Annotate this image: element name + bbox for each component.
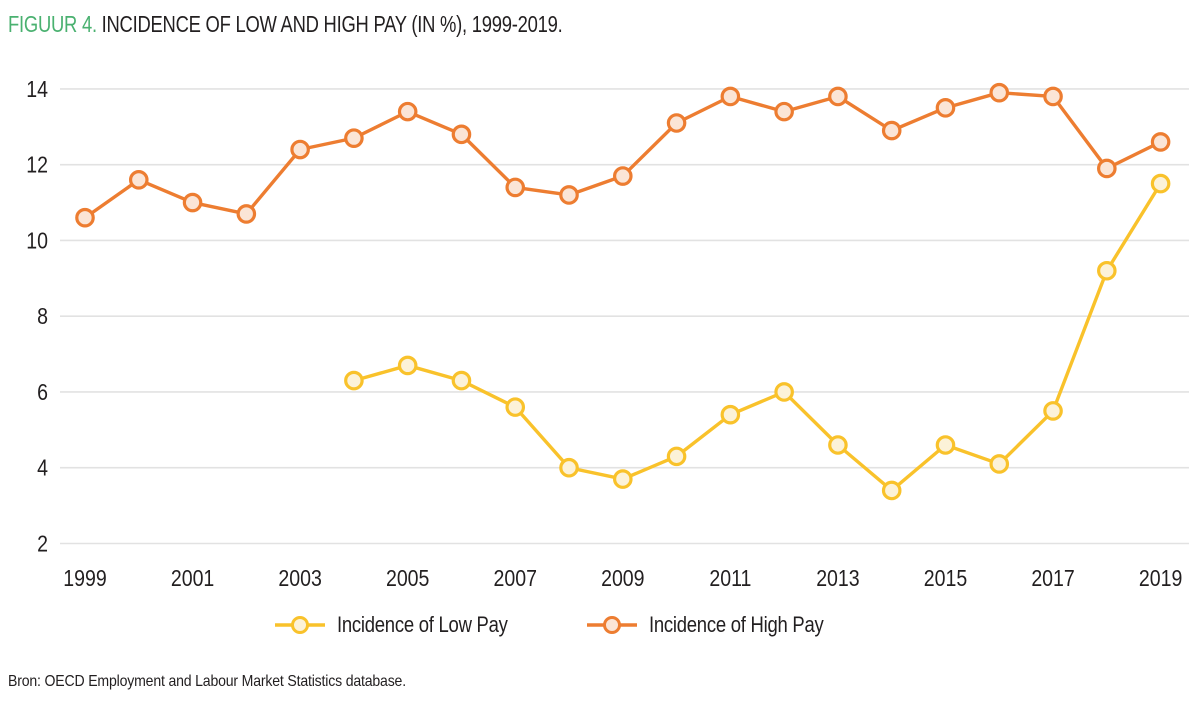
incidence-of-high-pay-marker — [989, 82, 1010, 103]
figure-label: FIGUUR 4. — [8, 11, 97, 37]
incidence-of-high-pay-marker — [1097, 158, 1117, 179]
x-tick-label: 2001 — [171, 566, 214, 592]
incidence-of-high-pay-marker — [1043, 86, 1063, 107]
x-tick-label: 2017 — [1031, 566, 1074, 592]
incidence-of-high-pay-marker — [344, 128, 364, 148]
incidence-of-low-pay-marker — [612, 469, 633, 489]
incidence-of-low-pay-marker — [559, 457, 579, 478]
x-tick-label: 2005 — [386, 566, 429, 592]
y-tick-label: 6 — [37, 379, 48, 405]
incidence-of-low-pay-marker — [1150, 173, 1171, 194]
incidence-of-high-pay-marker — [128, 170, 149, 190]
legend-item-low-pay: Incidence of Low Pay — [274, 612, 540, 638]
incidence-of-low-pay-marker — [935, 435, 956, 455]
x-tick-label: 2013 — [816, 566, 859, 592]
incidence-of-high-pay-marker — [720, 86, 741, 107]
y-tick-label: 8 — [37, 304, 48, 330]
x-tick-label: 1999 — [63, 566, 106, 592]
y-tick-label: 4 — [37, 455, 48, 481]
incidence-of-high-pay-marker — [881, 120, 902, 141]
legend-label-low-pay: Incidence of Low Pay — [336, 612, 508, 637]
incidence-of-low-pay-marker — [1043, 401, 1063, 421]
x-tick-label: 2019 — [1139, 566, 1182, 592]
incidence-of-high-pay-marker — [75, 207, 95, 228]
x-tick-label: 2015 — [924, 566, 967, 592]
incidence-of-low-pay-marker — [828, 435, 848, 455]
incidence-of-high-pay-marker — [451, 124, 472, 145]
chart-legend: Incidence of Low Pay Incidence of High P… — [0, 612, 1130, 638]
incidence-of-high-pay-marker — [828, 86, 848, 107]
incidence-of-low-pay-marker — [720, 404, 741, 425]
incidence-of-high-pay-marker — [1150, 132, 1171, 152]
high-pay-legend-marker-icon — [586, 616, 637, 634]
y-tick-label: 14 — [26, 76, 48, 102]
incidence-of-high-pay-marker — [666, 113, 687, 133]
incidence-of-high-pay-marker — [236, 204, 257, 224]
incidence-of-low-pay-marker — [666, 446, 687, 467]
x-tick-label: 2003 — [278, 566, 321, 592]
line-chart: 2 4 6 8 10 12 14 1999 2001 2003 2005 2007 2009 2011 20… — [26, 76, 1189, 592]
incidence-of-high-pay-marker — [397, 101, 418, 122]
legend-item-high-pay: Incidence of High Pay — [586, 612, 857, 638]
x-tick-label: 2007 — [494, 566, 537, 592]
incidence-of-low-pay-line — [352, 181, 1163, 493]
y-tick-label: 12 — [26, 152, 48, 178]
x-tick-label: 2011 — [709, 566, 751, 592]
incidence-of-low-pay-marker — [774, 382, 794, 402]
legend-label-high-pay: Incidence of High Pay — [648, 612, 824, 637]
incidence-of-low-pay-marker — [881, 480, 902, 501]
source-note: Bron: OECD Employment and Labour Market … — [8, 673, 406, 690]
incidence-of-high-pay-marker — [559, 185, 579, 205]
low-pay-legend-marker-icon — [274, 616, 325, 634]
figure-title-text: INCIDENCE OF LOW AND HIGH PAY (IN %), 19… — [101, 11, 563, 37]
incidence-of-high-pay-marker — [774, 101, 794, 122]
incidence-of-low-pay-marker — [989, 454, 1010, 474]
incidence-of-low-pay-marker — [1097, 260, 1117, 281]
figure-title: FIGUUR 4. INCIDENCE OF LOW AND HIGH PAY (… — [8, 11, 563, 38]
y-tick-label: 10 — [26, 228, 48, 254]
y-tick-label: 2 — [37, 531, 48, 557]
incidence-of-low-pay-marker — [451, 370, 472, 391]
incidence-of-low-pay-marker — [505, 397, 526, 417]
incidence-of-low-pay-marker — [397, 355, 418, 376]
incidence-of-low-pay-marker — [344, 370, 364, 391]
incidence-of-high-pay-marker — [505, 177, 526, 198]
incidence-of-high-pay-marker — [612, 166, 633, 186]
x-tick-label: 2009 — [601, 566, 644, 592]
incidence-of-high-pay-line — [83, 90, 1163, 220]
incidence-of-high-pay-marker — [290, 139, 310, 160]
incidence-of-high-pay-marker — [935, 98, 956, 118]
incidence-of-high-pay-marker — [182, 192, 203, 213]
